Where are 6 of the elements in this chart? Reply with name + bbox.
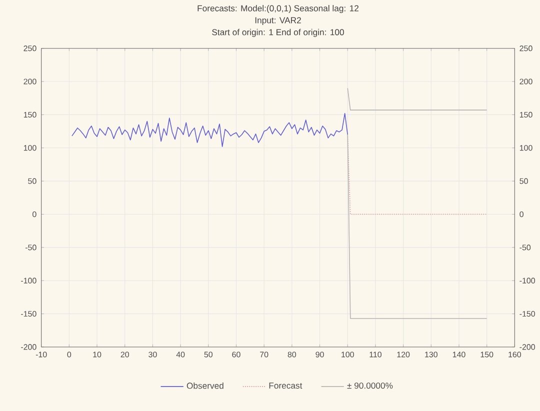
chart-subtitle: Input: VAR2 [255,17,301,26]
chart-title: Forecasts: Model:(0,0,1) Seasonal lag: 12 [198,5,358,14]
legend-label: ± 90.0000% [347,382,393,389]
legend-label: Observed [186,382,224,389]
text: Start of origin: 1 End of origin: 100 [212,28,344,37]
legend-label: Forecast [269,382,302,389]
